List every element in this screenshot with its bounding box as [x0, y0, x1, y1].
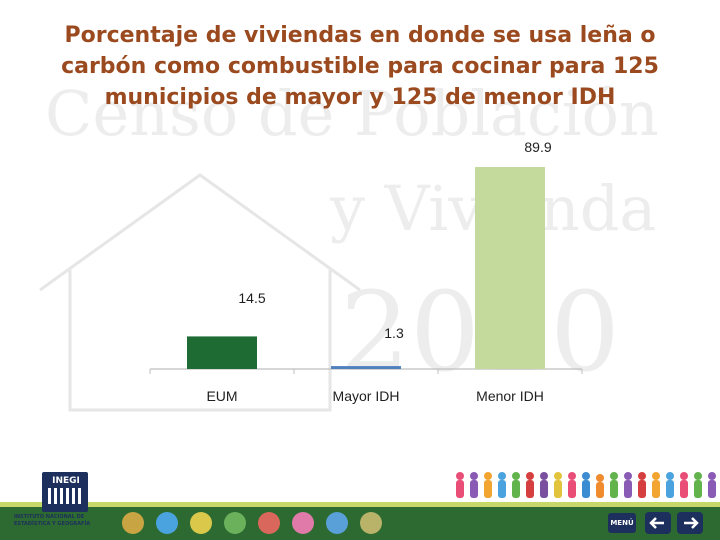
data-label: 1.3 — [384, 325, 404, 341]
arrow-right-icon — [684, 517, 699, 529]
chart-title: Porcentaje de viviendas en donde se usa … — [61, 23, 659, 110]
data-label: 14.5 — [238, 290, 265, 306]
category-label: Mayor IDH — [333, 388, 400, 404]
migration-icon[interactable] — [292, 512, 314, 534]
inegi-logo: INEGI — [52, 476, 80, 486]
document-icon[interactable] — [360, 512, 382, 534]
bar-eum — [187, 336, 257, 369]
menu-label: MENÚ — [610, 519, 634, 527]
watermark-line-1: Censo de Población — [45, 77, 659, 150]
house-icon[interactable] — [258, 512, 280, 534]
inegi-subtitle: INSTITUTO NACIONAL DE ESTADÍSTICA Y GEOG… — [14, 514, 91, 527]
footer-bar — [0, 472, 720, 540]
bar-menor-idh — [475, 167, 545, 369]
health-icon[interactable] — [224, 512, 246, 534]
arrow-left-icon — [649, 517, 664, 529]
menu-button[interactable] — [608, 513, 636, 533]
education-icon[interactable] — [156, 512, 178, 534]
work-icon[interactable] — [190, 512, 212, 534]
people-icon[interactable] — [122, 512, 144, 534]
category-label: EUM — [206, 388, 237, 404]
people-row-decoration — [456, 472, 716, 498]
category-label: Menor IDH — [476, 388, 544, 404]
map-icon[interactable] — [326, 512, 348, 534]
bar-mayor-idh — [331, 366, 401, 369]
data-label: 89.9 — [524, 139, 551, 155]
